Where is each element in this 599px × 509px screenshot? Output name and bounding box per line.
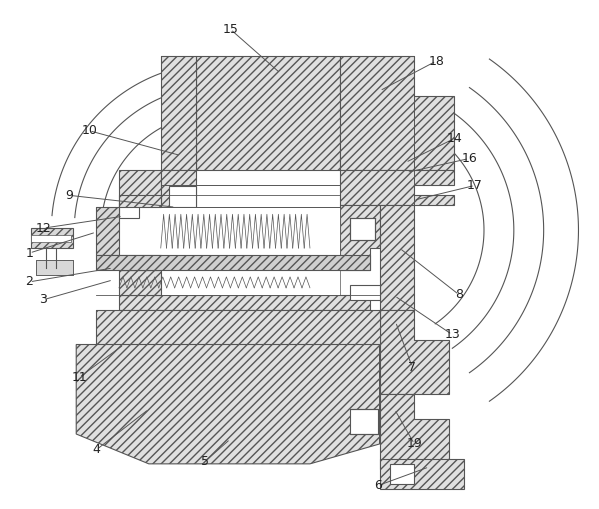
Polygon shape	[350, 409, 377, 434]
Text: 8: 8	[455, 288, 463, 301]
Text: 12: 12	[35, 221, 52, 235]
Text: 15: 15	[222, 23, 238, 36]
Polygon shape	[340, 205, 380, 270]
Text: 17: 17	[467, 179, 483, 192]
Polygon shape	[96, 309, 380, 345]
Text: 18: 18	[428, 54, 444, 68]
Polygon shape	[32, 235, 71, 242]
Polygon shape	[350, 218, 374, 240]
Text: 9: 9	[65, 189, 73, 202]
Polygon shape	[119, 203, 139, 218]
Polygon shape	[169, 186, 195, 207]
Polygon shape	[119, 255, 161, 270]
Polygon shape	[119, 195, 161, 207]
Text: 13: 13	[444, 328, 460, 341]
Text: 5: 5	[201, 456, 208, 468]
Polygon shape	[37, 260, 73, 275]
Polygon shape	[161, 56, 195, 171]
Polygon shape	[119, 171, 161, 270]
Polygon shape	[119, 270, 340, 295]
Polygon shape	[380, 394, 449, 469]
Text: 19: 19	[407, 437, 422, 450]
Polygon shape	[37, 260, 73, 275]
Text: 14: 14	[446, 132, 462, 145]
Polygon shape	[340, 171, 454, 205]
Polygon shape	[195, 56, 340, 171]
Polygon shape	[340, 56, 454, 171]
Text: 3: 3	[40, 293, 47, 306]
Polygon shape	[380, 309, 449, 394]
Polygon shape	[350, 409, 377, 434]
Polygon shape	[119, 270, 161, 295]
Polygon shape	[96, 207, 119, 255]
Text: 11: 11	[71, 371, 87, 384]
Text: 2: 2	[26, 275, 34, 289]
Polygon shape	[380, 205, 415, 309]
Text: 4: 4	[92, 443, 100, 457]
Polygon shape	[350, 285, 380, 300]
Text: 1: 1	[26, 246, 34, 260]
Polygon shape	[389, 464, 415, 484]
Polygon shape	[32, 228, 73, 248]
Polygon shape	[76, 345, 380, 464]
Polygon shape	[380, 459, 464, 489]
Text: 7: 7	[409, 361, 416, 374]
Polygon shape	[119, 295, 370, 309]
Polygon shape	[119, 203, 139, 218]
Text: 6: 6	[374, 479, 382, 492]
Polygon shape	[96, 255, 370, 270]
Polygon shape	[96, 207, 340, 255]
Text: 10: 10	[81, 124, 97, 137]
Polygon shape	[161, 171, 195, 270]
Text: 16: 16	[461, 152, 477, 165]
